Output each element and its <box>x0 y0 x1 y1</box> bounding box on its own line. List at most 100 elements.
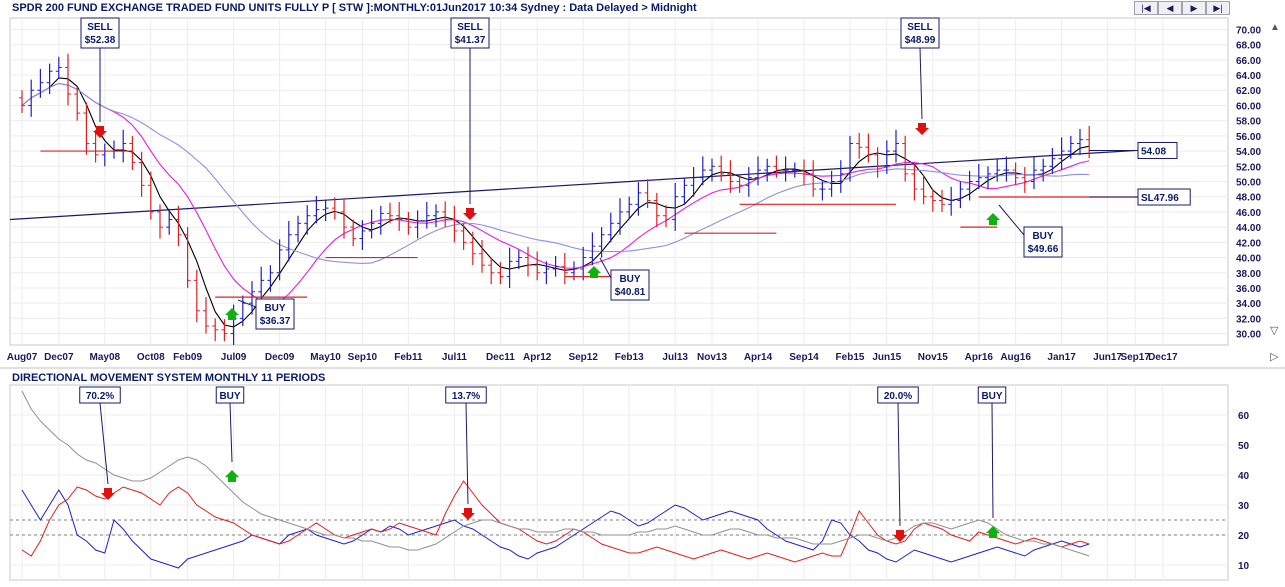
dmi-annotation-leader <box>99 402 109 485</box>
time-tick-label: Nov13 <box>697 352 727 363</box>
buy-arrow-icon <box>225 308 239 320</box>
signal-sell-text: SELL <box>457 22 483 33</box>
time-tick-label: Nov15 <box>918 352 948 363</box>
signal-sell-text: $48.99 <box>905 35 936 46</box>
signal-sell-box <box>80 17 120 49</box>
price-tick-label: 60.00 <box>1236 101 1261 112</box>
price-tick-label: 38.00 <box>1236 269 1261 280</box>
previous-page-button[interactable]: ◀ <box>1158 1 1182 15</box>
dmi-tick-label: 30 <box>1238 501 1250 512</box>
signal-sell-text: SELL <box>907 22 933 33</box>
time-tick-label: Sep10 <box>348 352 378 363</box>
signal-buy-box <box>255 298 295 330</box>
time-tick-label: Aug07 <box>7 352 38 363</box>
signal-buy-text: $36.37 <box>260 316 291 327</box>
signal-sell-text: SELL <box>87 22 113 33</box>
dmi-annotation-text: BUY <box>981 391 1002 402</box>
sell-arrow-icon <box>915 123 929 135</box>
price-tick-label: 42.00 <box>1236 238 1261 249</box>
last-price-label: 54.08 <box>1141 146 1166 157</box>
signal-buy-text: $40.81 <box>615 287 646 298</box>
stop-loss-label-box <box>1137 188 1191 206</box>
first-page-button[interactable]: |◀ <box>1134 1 1158 15</box>
dmi-annotation-text: 70.2% <box>86 391 114 402</box>
time-tick-label: Jul11 <box>442 352 467 363</box>
price-tick-label: 48.00 <box>1236 193 1261 204</box>
sell-arrow-icon <box>461 508 475 520</box>
time-tick-label: Dec09 <box>265 352 295 363</box>
time-tick-label: Sep17 <box>1120 352 1150 363</box>
time-tick-label: Jul13 <box>662 352 688 363</box>
signal-buy-box <box>610 269 650 301</box>
signal-sell-box <box>900 17 940 49</box>
scroll-down-icon: ▽ <box>1270 325 1279 337</box>
signal-leader <box>998 204 1025 236</box>
time-tick-label: May08 <box>90 352 121 363</box>
price-tick-label: 50.00 <box>1236 178 1261 189</box>
signal-buy-text: BUY <box>264 303 285 314</box>
price-tick-label: 40.00 <box>1236 254 1261 265</box>
scroll-up-icon: ▲ <box>1270 22 1280 33</box>
scroll-right-icon: ▷ <box>1270 351 1279 363</box>
ma-long-line <box>21 82 1090 264</box>
signal-buy-text: BUY <box>1032 231 1053 242</box>
signal-leader <box>919 47 923 120</box>
next-page-button[interactable]: ▶ <box>1182 1 1206 15</box>
sell-arrow-icon <box>93 126 107 138</box>
dmi-plus-line <box>21 489 1090 569</box>
time-tick-label: Sep12 <box>568 352 598 363</box>
price-tick-label: 58.00 <box>1236 117 1261 128</box>
price-tick-label: 34.00 <box>1236 299 1261 310</box>
buy-arrow-icon <box>986 526 1000 538</box>
time-tick-label: Jan17 <box>1047 352 1076 363</box>
indicator-panel-frame <box>9 384 1229 581</box>
signal-buy-text: $49.66 <box>1028 244 1059 255</box>
signal-buy-text: BUY <box>619 274 640 285</box>
dmi-annotation-leader <box>465 402 469 505</box>
price-tick-label: 44.00 <box>1236 223 1261 234</box>
signal-sell-text: $52.38 <box>85 35 116 46</box>
dmi-annotation-text: BUY <box>219 391 240 402</box>
ma-short-line <box>21 77 1090 328</box>
time-tick-label: Dec11 <box>486 352 515 363</box>
buy-arrow-icon <box>587 266 601 278</box>
time-tick-label: Jul09 <box>221 352 247 363</box>
price-tick-label: 62.00 <box>1236 86 1261 97</box>
dmi-annotation-text: 20.0% <box>884 391 912 402</box>
time-tick-label: Apr14 <box>744 352 773 363</box>
signal-leader <box>599 257 612 279</box>
price-tick-label: 70.00 <box>1236 25 1261 36</box>
time-tick-label: May10 <box>310 352 341 363</box>
trendline <box>9 149 1136 221</box>
chart-title: SPDR 200 FUND EXCHANGE TRADED FUND UNITS… <box>12 2 697 14</box>
time-tick-label: Feb09 <box>173 352 202 363</box>
adx-line <box>21 390 1090 557</box>
signal-buy-box <box>1023 226 1063 258</box>
stop-loss-label: SL47.96 <box>1141 193 1179 204</box>
sell-arrow-icon <box>893 530 907 542</box>
time-tick-label: Dec07 <box>44 352 74 363</box>
time-tick-label: Oct08 <box>137 352 165 363</box>
buy-arrow-icon <box>225 470 239 482</box>
last-price-label-box <box>1137 141 1178 159</box>
price-tick-label: 32.00 <box>1236 314 1261 325</box>
dmi-tick-label: 40 <box>1238 471 1250 482</box>
price-tick-label: 64.00 <box>1236 71 1261 82</box>
time-tick-label: Aug16 <box>1000 352 1031 363</box>
sell-arrow-icon <box>463 208 477 220</box>
dmi-annotation-leader <box>991 402 994 519</box>
price-tick-label: 68.00 <box>1236 41 1261 52</box>
price-tick-label: 54.00 <box>1236 147 1261 158</box>
time-tick-label: Feb11 <box>394 352 423 363</box>
price-tick-label: 36.00 <box>1236 284 1261 295</box>
dmi-tick-label: 50 <box>1238 441 1250 452</box>
price-tick-label: 52.00 <box>1236 162 1261 173</box>
dmi-annotation-leader <box>897 402 901 527</box>
last-page-button[interactable]: ▶| <box>1206 1 1230 15</box>
time-tick-label: Apr12 <box>523 352 552 363</box>
signal-leader <box>237 299 257 308</box>
price-tick-label: 56.00 <box>1236 132 1261 143</box>
dmi-annotation-leader <box>229 402 233 463</box>
buy-arrow-icon <box>986 213 1000 225</box>
